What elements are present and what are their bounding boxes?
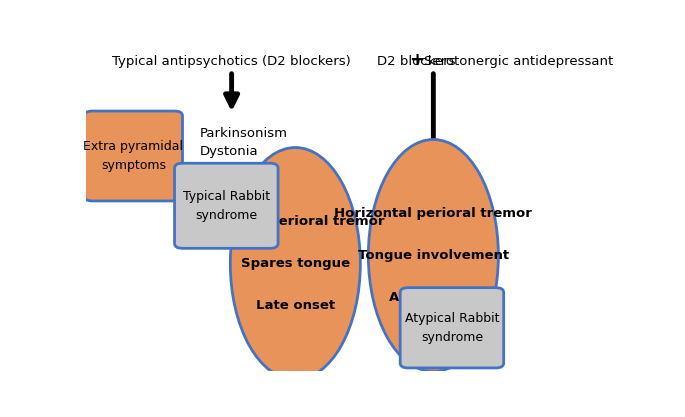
Text: D2 blockers: D2 blockers	[377, 55, 455, 68]
Ellipse shape	[369, 140, 499, 372]
FancyBboxPatch shape	[84, 111, 182, 201]
Ellipse shape	[230, 148, 360, 379]
Text: Vertical perioral tremor

Spares tongue

Late onset: Vertical perioral tremor Spares tongue L…	[207, 215, 384, 312]
FancyBboxPatch shape	[400, 288, 503, 368]
Text: Dystonia: Dystonia	[200, 145, 258, 158]
Text: Atypical Rabbit
syndrome: Atypical Rabbit syndrome	[405, 312, 499, 344]
Text: Typical antipsychotics (D2 blockers): Typical antipsychotics (D2 blockers)	[112, 55, 351, 68]
Text: Extra pyramidal
symptoms: Extra pyramidal symptoms	[84, 140, 184, 172]
Text: Serotonergic antidepressant: Serotonergic antidepressant	[424, 55, 614, 68]
Text: Typical Rabbit
syndrome: Typical Rabbit syndrome	[183, 190, 270, 222]
FancyBboxPatch shape	[175, 163, 278, 248]
Text: Parkinsonism: Parkinsonism	[200, 127, 288, 140]
Text: +: +	[409, 51, 424, 69]
Text: Horizontal perioral tremor

Tongue involvement

Acute onset: Horizontal perioral tremor Tongue involv…	[334, 207, 532, 304]
